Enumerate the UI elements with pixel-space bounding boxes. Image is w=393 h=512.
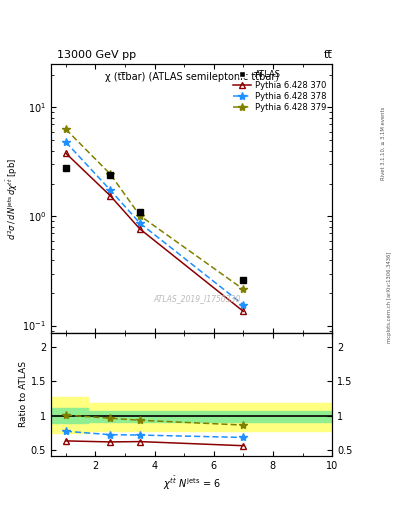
Text: tt̅: tt̅ (323, 50, 332, 60)
X-axis label: $\chi^{t\bar{t}}$ $N^\mathrm{jets}$ = 6: $\chi^{t\bar{t}}$ $N^\mathrm{jets}$ = 6 (163, 475, 220, 492)
Y-axis label: $d^2\sigma\,/\,dN^\mathrm{jets}\,d\chi^{t\bar{t}}$ [pb]: $d^2\sigma\,/\,dN^\mathrm{jets}\,d\chi^{… (4, 158, 20, 240)
Text: ATLAS_2019_I1750330: ATLAS_2019_I1750330 (154, 294, 241, 303)
Text: mcplots.cern.ch [arXiv:1306.3436]: mcplots.cern.ch [arXiv:1306.3436] (387, 251, 391, 343)
Text: χ (tt̅bar) (ATLAS semileptonic tt̅bar): χ (tt̅bar) (ATLAS semileptonic tt̅bar) (105, 72, 279, 82)
Text: Rivet 3.1.10, ≥ 3.1M events: Rivet 3.1.10, ≥ 3.1M events (381, 106, 386, 180)
Y-axis label: Ratio to ATLAS: Ratio to ATLAS (19, 361, 28, 428)
Text: 13000 GeV pp: 13000 GeV pp (57, 50, 136, 60)
Legend: ATLAS, Pythia 6.428 370, Pythia 6.428 378, Pythia 6.428 379: ATLAS, Pythia 6.428 370, Pythia 6.428 37… (231, 68, 328, 114)
